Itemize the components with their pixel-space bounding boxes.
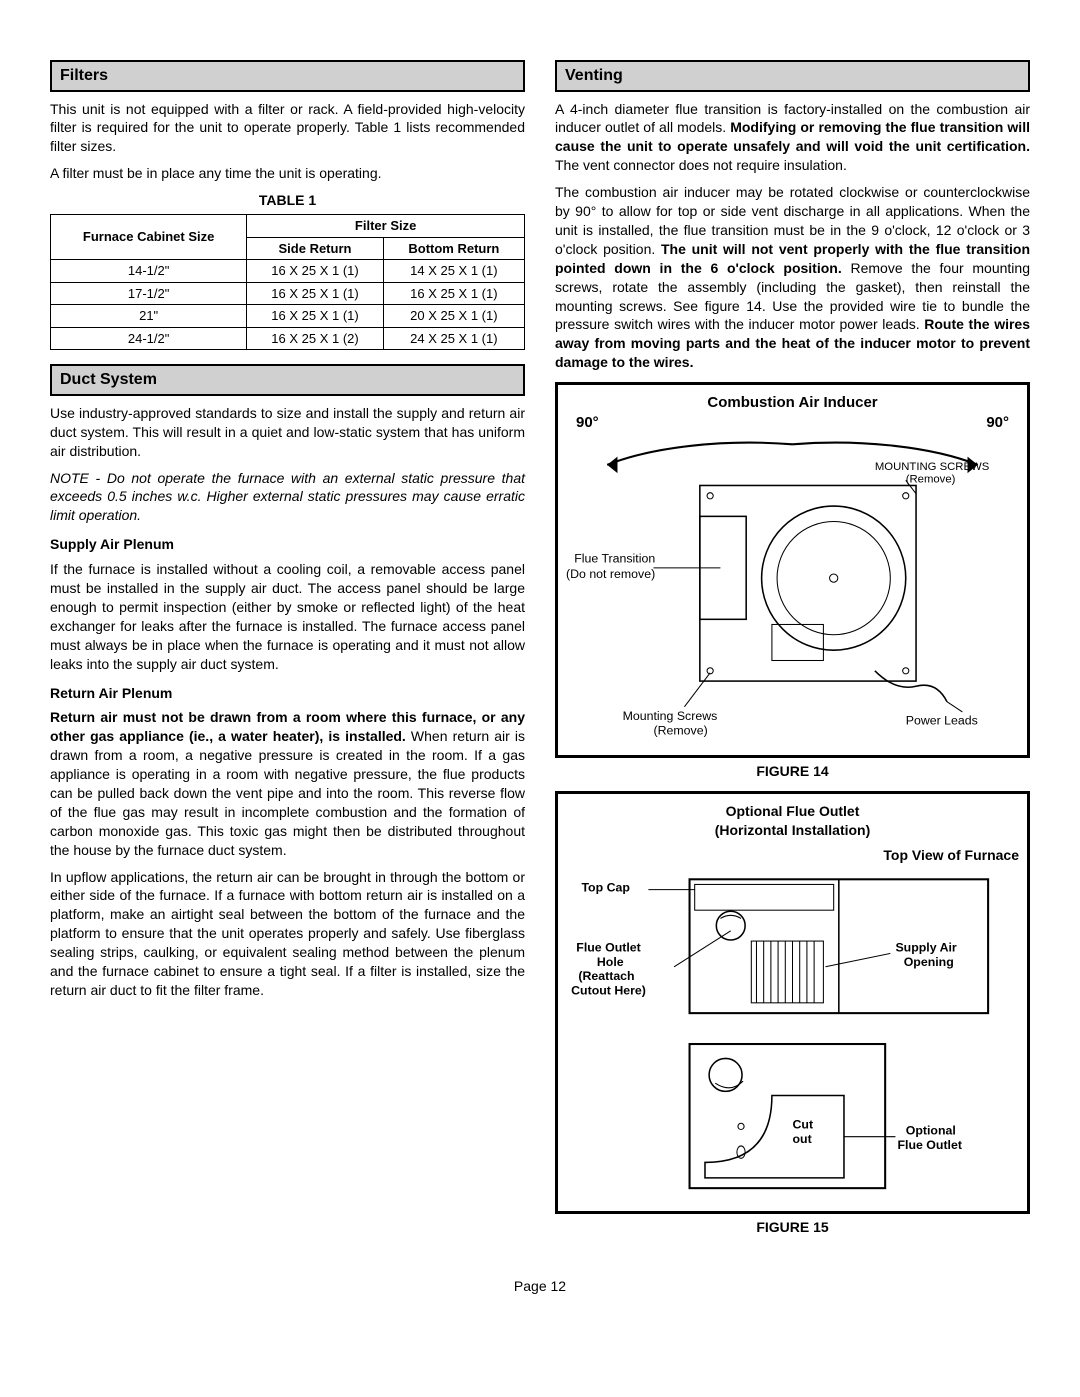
svg-text:Supply Air: Supply Air: [895, 940, 956, 954]
filters-p2: A filter must be in place any time the u…: [50, 164, 525, 183]
fig15-caption: FIGURE 15: [555, 1218, 1030, 1237]
supply-head: Supply Air Plenum: [50, 535, 525, 554]
svg-text:(Do not remove): (Do not remove): [566, 567, 655, 581]
th-filter: Filter Size: [247, 215, 525, 238]
filters-p1: This unit is not equipped with a filter …: [50, 100, 525, 157]
venting-p2: The combustion air inducer may be rotate…: [555, 183, 1030, 372]
duct-heading: Duct System: [50, 364, 525, 396]
fig15-title1: Optional Flue Outlet: [566, 802, 1019, 821]
table-row: 21" 16 X 25 X 1 (1) 20 X 25 X 1 (1): [51, 305, 525, 328]
fig15-title2: (Horizontal Installation): [566, 821, 1019, 840]
svg-text:Opening: Opening: [904, 955, 954, 969]
fig14-deg-right: 90°: [986, 413, 1009, 433]
supply-p: If the furnace is installed without a co…: [50, 560, 525, 673]
fig14-caption: FIGURE 14: [555, 762, 1030, 781]
table-row: 24-1/2" 16 X 25 X 1 (2) 24 X 25 X 1 (1): [51, 327, 525, 350]
svg-text:Mounting Screws: Mounting Screws: [623, 709, 718, 723]
svg-text:out: out: [793, 1132, 812, 1146]
svg-text:Power Leads: Power Leads: [906, 713, 978, 727]
fig14-deg-left: 90°: [576, 413, 599, 433]
table1-caption: TABLE 1: [50, 191, 525, 210]
fig15-topview: Top View of Furnace: [566, 846, 1019, 865]
return-p2: In upflow applications, the return air c…: [50, 868, 525, 1000]
filters-heading: Filters: [50, 60, 525, 92]
duct-p1: Use industry-approved standards to size …: [50, 404, 525, 461]
figure-15: Optional Flue Outlet (Horizontal Install…: [555, 791, 1030, 1214]
venting-p1: A 4-inch diameter flue transition is fac…: [555, 100, 1030, 176]
table-row: 17-1/2" 16 X 25 X 1 (1) 16 X 25 X 1 (1): [51, 282, 525, 305]
svg-text:(Reattach: (Reattach: [578, 969, 634, 983]
th-bottom: Bottom Return: [383, 237, 524, 260]
svg-text:Flue Outlet: Flue Outlet: [898, 1138, 962, 1152]
figure-14: Combustion Air Inducer 90° 90°: [555, 382, 1030, 758]
venting-heading: Venting: [555, 60, 1030, 92]
duct-note: NOTE - Do not operate the furnace with a…: [50, 469, 525, 526]
svg-text:(Remove): (Remove): [654, 723, 708, 737]
svg-text:Hole: Hole: [597, 955, 624, 969]
fig14-title: Combustion Air Inducer: [566, 393, 1019, 413]
svg-text:(Remove): (Remove): [906, 473, 956, 485]
svg-text:Top Cap: Top Cap: [581, 881, 630, 895]
th-furnace: Furnace Cabinet Size: [51, 215, 247, 260]
return-head: Return Air Plenum: [50, 684, 525, 703]
svg-text:Cutout Here): Cutout Here): [571, 983, 646, 997]
combustion-inducer-diagram: MOUNTING SCREWS (Remove) Flue Transition…: [566, 434, 1019, 743]
table-row: 14-1/2" 16 X 25 X 1 (1) 14 X 25 X 1 (1): [51, 260, 525, 283]
filter-size-table: Furnace Cabinet Size Filter Size Side Re…: [50, 214, 525, 350]
return-p1: Return air must not be drawn from a room…: [50, 708, 525, 859]
svg-text:Optional: Optional: [906, 1123, 956, 1137]
th-side: Side Return: [247, 237, 383, 260]
svg-text:Flue Transition: Flue Transition: [574, 551, 655, 565]
page-number: Page 12: [50, 1277, 1030, 1296]
svg-text:MOUNTING SCREWS: MOUNTING SCREWS: [875, 461, 990, 473]
svg-text:Flue Outlet: Flue Outlet: [576, 940, 640, 954]
flue-outlet-diagram: Top Cap Flue Outlet Hole (Reattach Cutou…: [566, 869, 1019, 1198]
svg-text:Cut: Cut: [793, 1117, 814, 1131]
